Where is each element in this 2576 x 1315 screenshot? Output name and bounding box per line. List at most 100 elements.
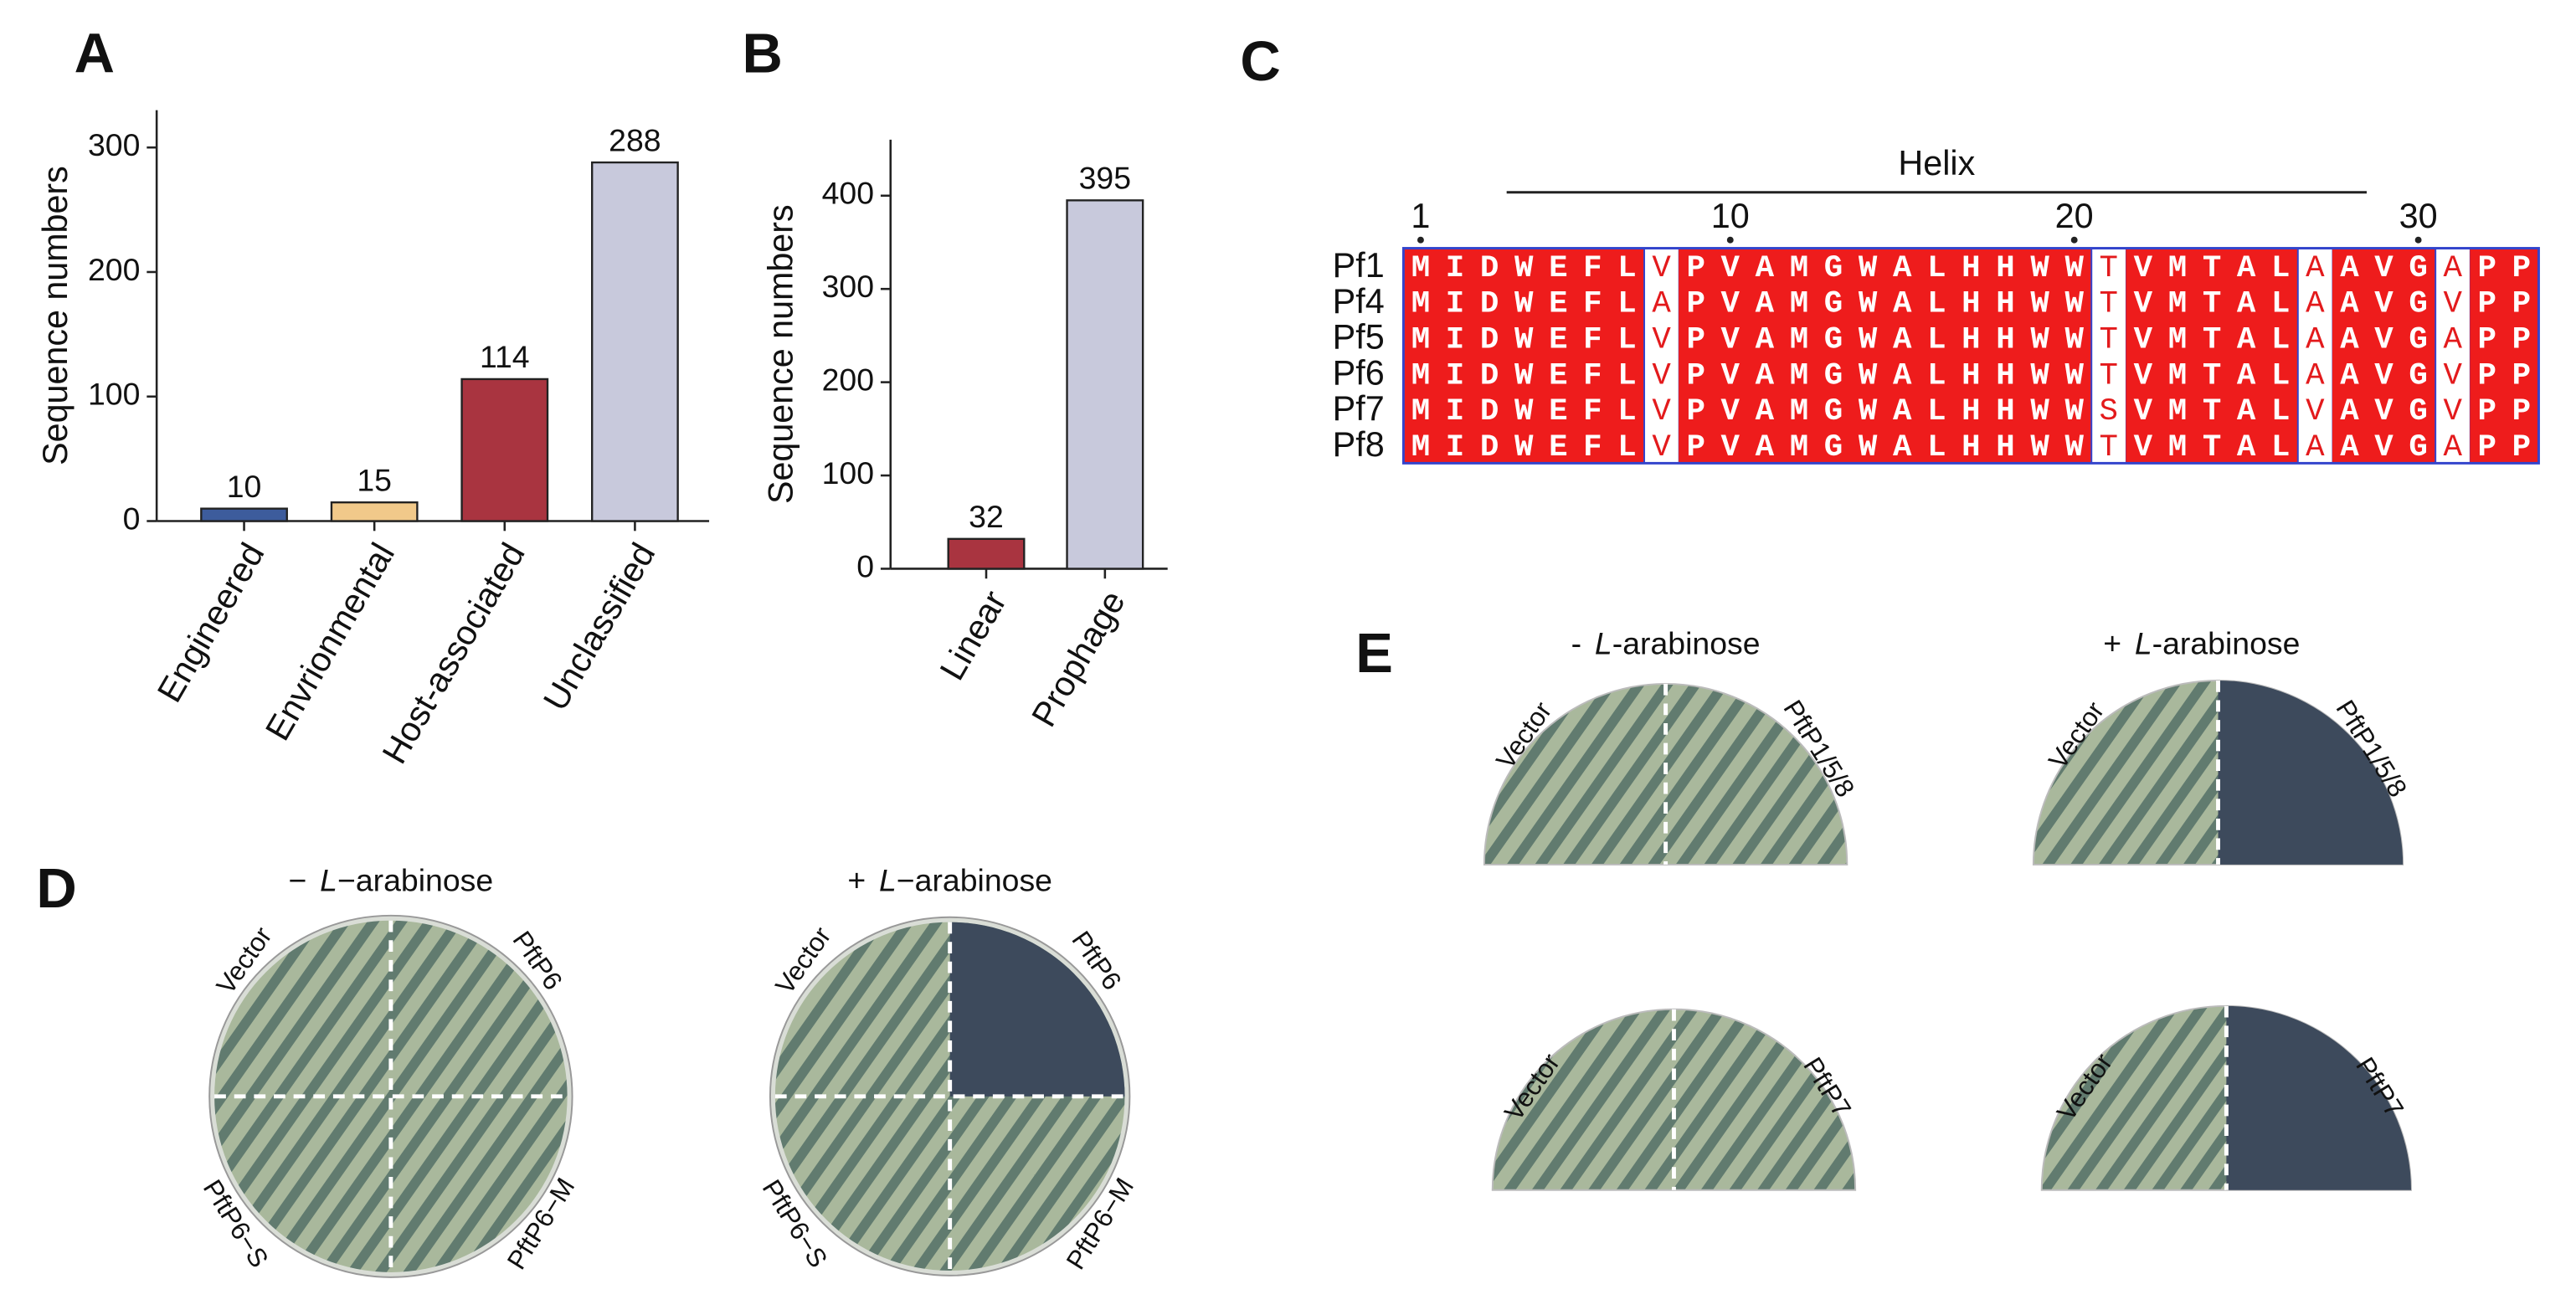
residue: T [2203, 323, 2221, 358]
residue: T [2100, 323, 2118, 358]
position-tick [2070, 236, 2078, 244]
residue: F [1583, 430, 1602, 465]
residue: W [1859, 358, 1878, 393]
residue: M [1790, 430, 1808, 465]
alignment-column [1403, 248, 1439, 464]
residue: L [2271, 430, 2290, 465]
sequence-name: Pf6 [1333, 353, 1385, 392]
condition-label: + L−arabinose [847, 862, 1052, 897]
residue: P [2478, 394, 2496, 429]
residue: G [2409, 323, 2427, 358]
residue: T [2203, 358, 2221, 393]
residue: M [1411, 394, 1430, 429]
residue: A [1756, 323, 1775, 358]
residue: A [1756, 358, 1775, 393]
residue: M [1411, 287, 1430, 322]
residue: A [1756, 394, 1775, 429]
condition-sugar: -arabinose [2152, 626, 2301, 661]
residue: L [1927, 287, 1946, 322]
residue: P [1686, 287, 1704, 322]
residue: H [1962, 430, 1980, 465]
condition-sugar: −arabinose [337, 862, 493, 897]
residue: A [2237, 323, 2256, 358]
x-tick-label: Host-associated [375, 537, 532, 770]
position-label: 1 [1411, 197, 1430, 235]
residue: V [2443, 287, 2462, 322]
residue: G [1824, 394, 1843, 429]
panel-label: A [75, 22, 115, 85]
residue: V [2134, 358, 2153, 393]
residue: H [1962, 323, 1980, 358]
residue: A [2443, 430, 2462, 465]
residue: L [2271, 323, 2290, 358]
value-label: 395 [1079, 161, 1131, 196]
cleared-quadrant [949, 922, 1125, 1097]
residue: V [2134, 251, 2153, 286]
y-tick-label: 100 [822, 455, 874, 491]
residue: F [1583, 394, 1602, 429]
residue: H [1996, 251, 2014, 286]
residue: S [2100, 394, 2118, 429]
residue: M [2168, 323, 2187, 358]
residue: L [1617, 251, 1636, 286]
condition-label: − L−arabinose [289, 862, 494, 897]
residue: T [2100, 358, 2118, 393]
residue: W [1859, 430, 1878, 465]
alignment-column [2229, 248, 2265, 464]
residue: A [1652, 287, 1671, 322]
residue: F [1583, 287, 1602, 322]
alignment-column [1919, 248, 1955, 464]
residue: A [2237, 358, 2256, 393]
residue: A [2237, 287, 2256, 322]
residue: W [2064, 251, 2084, 286]
residue: H [1962, 358, 1980, 393]
residue: I [1446, 251, 1464, 286]
residue: M [1790, 323, 1808, 358]
alignment-column [2435, 247, 2471, 465]
residue: L [2271, 394, 2290, 429]
residue: M [1411, 323, 1430, 358]
residue: P [2512, 430, 2531, 465]
residue: G [2409, 394, 2427, 429]
bar [947, 537, 1026, 570]
residue: L [2271, 251, 2290, 286]
y-tick-label: 300 [88, 127, 140, 162]
residue: W [1514, 323, 1534, 358]
cleared-half [2226, 1005, 2412, 1190]
residue: T [2100, 251, 2118, 286]
residue: P [2478, 251, 2496, 286]
position-tick [1417, 236, 1424, 244]
alignment-column [1782, 248, 1818, 464]
alignment-column [2126, 248, 2162, 464]
residue: P [1686, 251, 1704, 286]
condition-sugar: -arabinose [1612, 626, 1761, 661]
value-label: 32 [969, 499, 1004, 534]
residue: V [1652, 251, 1671, 286]
residue: A [2306, 287, 2325, 322]
residue: P [2512, 251, 2531, 286]
residue: M [1790, 287, 1808, 322]
y-tick-label: 200 [822, 362, 874, 398]
residue: L [2271, 287, 2290, 322]
residue: V [2443, 358, 2462, 393]
residue: V [1721, 358, 1740, 393]
residue: V [2374, 287, 2393, 322]
residue: F [1583, 358, 1602, 393]
residue: P [1686, 394, 1704, 429]
value-label: 10 [227, 469, 262, 504]
residue: V [2134, 430, 2153, 465]
residue: V [1652, 358, 1671, 393]
condition-sugar: −arabinose [897, 862, 1052, 897]
residue: L [1927, 430, 1946, 465]
panel-label: C [1240, 30, 1280, 93]
residue: V [2443, 394, 2462, 429]
residue: G [2409, 287, 2427, 322]
residue: A [1756, 251, 1775, 286]
residue: A [2340, 394, 2359, 429]
position-label: 20 [2055, 197, 2094, 235]
residue: V [2134, 394, 2153, 429]
residue: V [1721, 394, 1740, 429]
residue: A [1893, 251, 1912, 286]
alignment-column [2194, 248, 2230, 464]
position-tick [1726, 236, 1734, 244]
